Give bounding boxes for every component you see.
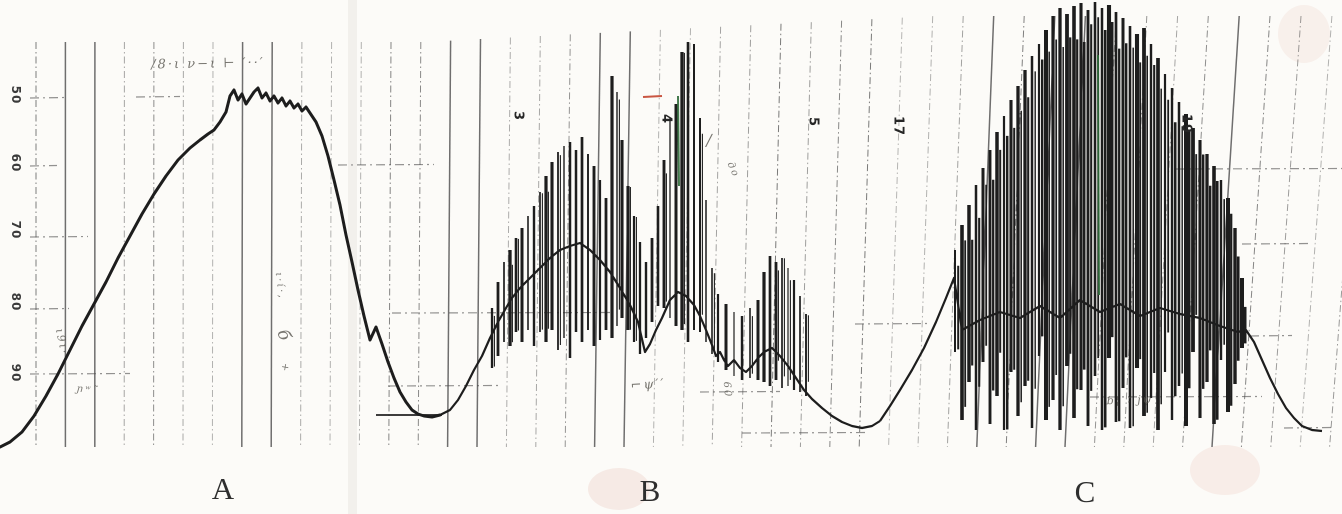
day-number-label: 3 <box>510 110 526 122</box>
day-number-label: 19 <box>1178 113 1194 135</box>
y-axis-tick-label: 50 <box>9 85 23 105</box>
handwriting-note: + <box>279 361 293 375</box>
section-label-a: A <box>211 471 235 506</box>
y-axis-tick-label: 80 <box>9 292 23 312</box>
handwriting-note: /8·ι ν−ι ⊢ ′··′ <box>151 55 265 73</box>
section-label-c: C <box>1074 474 1096 509</box>
y-axis-tick-label: 90 <box>9 363 23 383</box>
handwriting-note: б <box>272 326 296 346</box>
handwriting-note: ∕ <box>706 130 714 150</box>
handwriting-note: ι9ι· <box>52 327 72 357</box>
day-number-label: 5 <box>805 116 821 128</box>
y-axis-tick-label: 70 <box>9 220 23 240</box>
paper-seam <box>348 0 357 514</box>
day-number-label: 4 <box>658 113 674 125</box>
handwriting-note: ɲʷ˜ <box>76 383 100 397</box>
handwriting-note: 60 <box>720 381 734 399</box>
handwriting-note: ƅ¦ ∶ ϳψ <box>1106 392 1154 408</box>
y-axis-tick-label: 60 <box>9 153 23 173</box>
handwriting-note: ι·ί·, <box>272 271 288 301</box>
handwriting-note: ⌐ψ′′ <box>630 376 666 394</box>
handwriting-note: до <box>724 160 742 180</box>
section-label-b: B <box>639 473 661 508</box>
day-number-label: 17 <box>890 115 906 137</box>
